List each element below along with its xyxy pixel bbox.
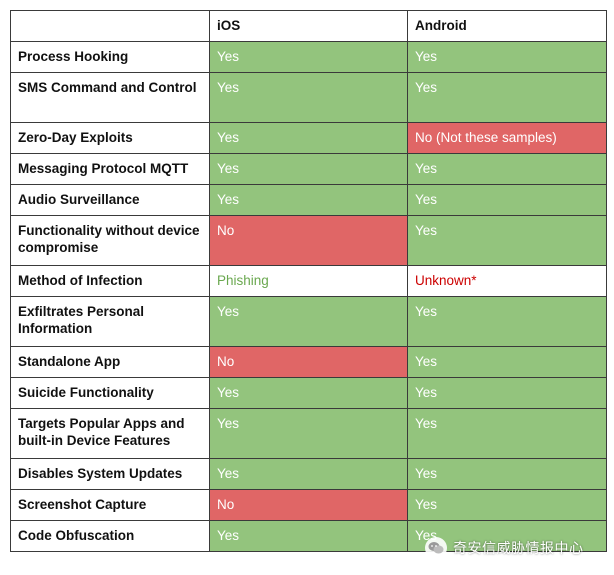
ios-value-cell: Yes: [209, 184, 408, 216]
table-header-row: iOS Android: [10, 10, 607, 42]
ios-column-header: iOS: [209, 10, 408, 42]
corner-header: [10, 10, 210, 42]
feature-label: Disables System Updates: [10, 458, 210, 490]
android-value-cell: Yes: [407, 377, 607, 409]
android-value-cell: Yes: [407, 184, 607, 216]
feature-label: Process Hooking: [10, 41, 210, 73]
android-value-cell: Yes: [407, 489, 607, 521]
ios-value-cell: Yes: [209, 520, 408, 552]
feature-label: Code Obfuscation: [10, 520, 210, 552]
android-value-cell: Yes: [407, 296, 607, 347]
ios-value-cell: Yes: [209, 153, 408, 185]
android-value-cell: Yes: [407, 41, 607, 73]
feature-label: Zero-Day Exploits: [10, 122, 210, 154]
table-row: Process Hooking Yes Yes: [10, 41, 607, 73]
android-value-cell: Unknown*: [407, 265, 607, 297]
comparison-table: iOS Android Process Hooking Yes Yes SMS Com…: [10, 10, 607, 552]
feature-label: Audio Surveillance: [10, 184, 210, 216]
android-value-cell: Yes: [407, 72, 607, 123]
table-row: Method of Infection Phishing Unknown*: [10, 265, 607, 297]
android-value-cell: Yes: [407, 408, 607, 459]
android-value-cell: Yes: [407, 346, 607, 378]
table-row: SMS Command and Control Yes Yes: [10, 72, 607, 123]
table-row: Messaging Protocol MQTT Yes Yes: [10, 153, 607, 185]
ios-value-cell: Yes: [209, 408, 408, 459]
android-value-cell: Yes: [407, 215, 607, 266]
table-row: Targets Popular Apps and built-in Device…: [10, 408, 607, 459]
table-row: Code Obfuscation Yes Yes: [10, 520, 607, 552]
android-column-header: Android: [407, 10, 607, 42]
feature-label: Messaging Protocol MQTT: [10, 153, 210, 185]
ios-value-cell: Yes: [209, 296, 408, 347]
ios-value-cell: No: [209, 215, 408, 266]
ios-value-cell: No: [209, 489, 408, 521]
feature-label: Suicide Functionality: [10, 377, 210, 409]
table-body: Process Hooking Yes Yes SMS Command and Con…: [10, 41, 607, 552]
ios-value-cell: Yes: [209, 41, 408, 73]
table-row: Audio Surveillance Yes Yes: [10, 184, 607, 216]
ios-value-cell: Phishing: [209, 265, 408, 297]
feature-label: Exfiltrates Personal Information: [10, 296, 210, 347]
ios-value-cell: Yes: [209, 122, 408, 154]
android-value-cell: No (Not these samples): [407, 122, 607, 154]
android-value-cell: Yes: [407, 520, 607, 552]
table-row: Exfiltrates Personal Information Yes Yes: [10, 296, 607, 347]
table-row: Functionality without device compromise N…: [10, 215, 607, 266]
table-row: Screenshot Capture No Yes: [10, 489, 607, 521]
feature-label: Method of Infection: [10, 265, 210, 297]
ios-value-cell: Yes: [209, 72, 408, 123]
android-value-cell: Yes: [407, 458, 607, 490]
ios-value-cell: No: [209, 346, 408, 378]
feature-label: SMS Command and Control: [10, 72, 210, 123]
table-row: Standalone App No Yes: [10, 346, 607, 378]
ios-value-cell: Yes: [209, 377, 408, 409]
feature-label: Standalone App: [10, 346, 210, 378]
android-value-cell: Yes: [407, 153, 607, 185]
feature-label: Targets Popular Apps and built-in Device…: [10, 408, 210, 459]
table-row: Suicide Functionality Yes Yes: [10, 377, 607, 409]
table-row: Disables System Updates Yes Yes: [10, 458, 607, 490]
ios-value-cell: Yes: [209, 458, 408, 490]
feature-label: Screenshot Capture: [10, 489, 210, 521]
table-row: Zero-Day Exploits Yes No (Not these sample…: [10, 122, 607, 154]
feature-label: Functionality without device compromise: [10, 215, 210, 266]
